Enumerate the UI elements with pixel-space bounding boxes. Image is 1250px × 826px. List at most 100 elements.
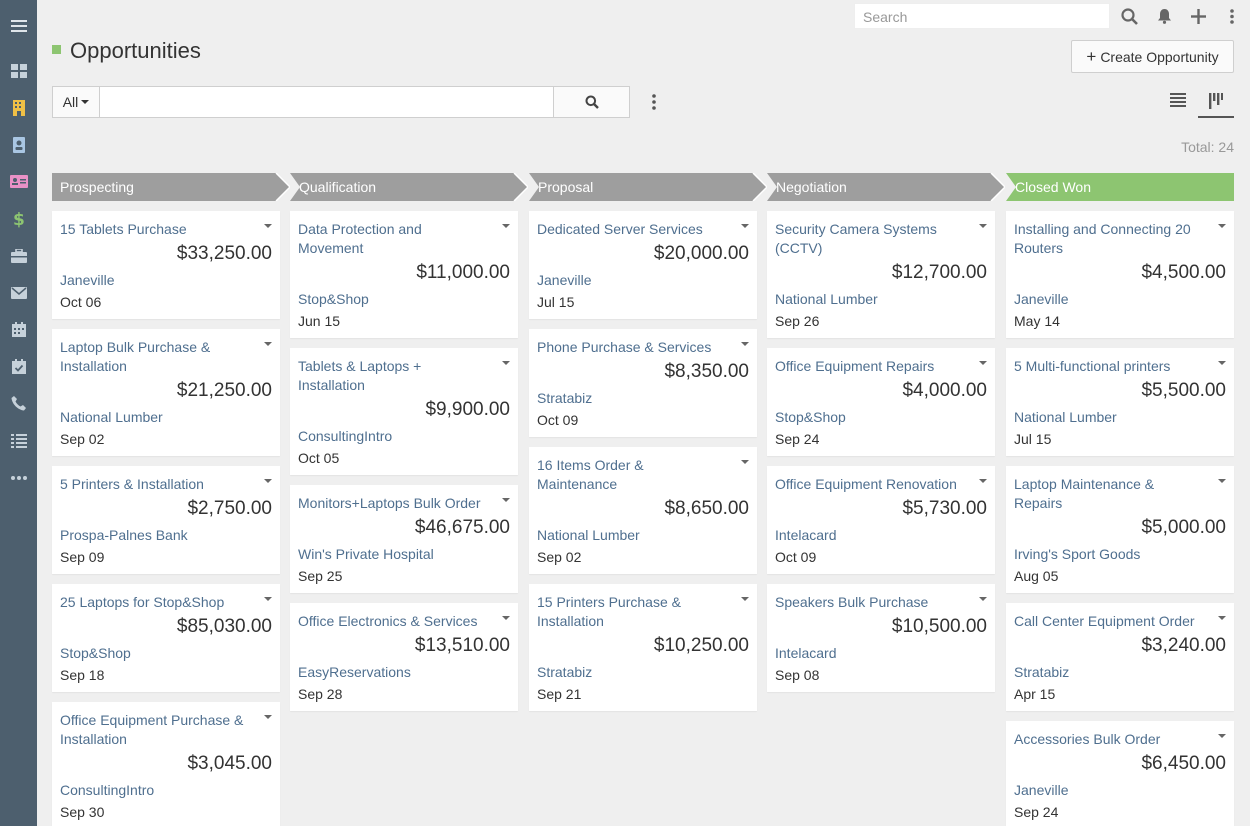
opportunity-name-link[interactable]: Office Equipment Repairs xyxy=(775,358,935,374)
opportunity-card[interactable]: Office Equipment Renovation $5,730.00 Inte… xyxy=(767,466,995,574)
opportunity-name-link[interactable]: Office Electronics & Services xyxy=(298,613,478,629)
opportunity-name-link[interactable]: Accessories Bulk Order xyxy=(1014,731,1161,747)
opportunity-name-link[interactable]: Security Camera Systems (CCTV) xyxy=(775,221,937,256)
opportunity-name-link[interactable]: 25 Laptops for Stop&Shop xyxy=(60,594,225,610)
card-menu-chevron-down-icon[interactable] xyxy=(1218,224,1226,228)
card-menu-chevron-down-icon[interactable] xyxy=(979,224,987,228)
account-link[interactable]: EasyReservations xyxy=(298,664,411,680)
opportunity-name-link[interactable]: Installing and Connecting 20 Routers xyxy=(1014,221,1191,256)
global-search-input[interactable]: Search xyxy=(854,3,1110,29)
opportunity-card[interactable]: Phone Purchase & Services $8,350.00 Strata… xyxy=(529,329,757,437)
opportunity-card[interactable]: Installing and Connecting 20 Routers $4,5… xyxy=(1006,211,1234,338)
opportunity-card[interactable]: Tablets & Laptops + Installation $9,900.0… xyxy=(290,348,518,475)
opportunity-card[interactable]: Accessories Bulk Order $6,450.00 Janeville… xyxy=(1006,721,1234,826)
opportunity-name-link[interactable]: 5 Multi-functional printers xyxy=(1014,358,1171,374)
account-link[interactable]: Janeville xyxy=(537,272,592,288)
account-link[interactable]: Stratabiz xyxy=(1014,664,1070,680)
opportunity-card[interactable]: Security Camera Systems (CCTV) $12,700.00… xyxy=(767,211,995,338)
card-menu-chevron-down-icon[interactable] xyxy=(264,479,272,483)
card-menu-chevron-down-icon[interactable] xyxy=(1218,616,1226,620)
kanban-view-icon[interactable] xyxy=(1198,86,1234,118)
card-menu-chevron-down-icon[interactable] xyxy=(741,597,749,601)
contacts-icon[interactable] xyxy=(0,126,37,163)
opportunity-card[interactable]: Office Equipment Purchase & Installation… xyxy=(52,702,280,826)
card-menu-chevron-down-icon[interactable] xyxy=(741,460,749,464)
opportunity-name-link[interactable]: Tablets & Laptops + Installation xyxy=(298,358,422,393)
card-menu-chevron-down-icon[interactable] xyxy=(979,361,987,365)
opportunity-name-link[interactable]: Call Center Equipment Order xyxy=(1014,613,1195,629)
filter-text-input[interactable] xyxy=(100,86,554,118)
account-link[interactable]: Irving's Sport Goods xyxy=(1014,546,1141,562)
opportunity-name-link[interactable]: Data Protection and Movement xyxy=(298,221,422,256)
card-menu-chevron-down-icon[interactable] xyxy=(502,498,510,502)
card-menu-chevron-down-icon[interactable] xyxy=(264,597,272,601)
opportunity-name-link[interactable]: Office Equipment Renovation xyxy=(775,476,957,492)
card-menu-chevron-down-icon[interactable] xyxy=(502,616,510,620)
notifications-bell-icon[interactable] xyxy=(1153,5,1175,27)
quick-create-plus-icon[interactable] xyxy=(1187,5,1209,27)
opportunity-card[interactable]: 5 Multi-functional printers $5,500.00 Nati… xyxy=(1006,348,1234,456)
account-link[interactable]: Intelacard xyxy=(775,527,837,543)
account-link[interactable]: Intelacard xyxy=(775,645,837,661)
opportunity-name-link[interactable]: 15 Tablets Purchase xyxy=(60,221,187,237)
search-icon[interactable] xyxy=(1118,5,1140,27)
account-link[interactable]: Janeville xyxy=(1014,291,1069,307)
opportunity-card[interactable]: Office Equipment Repairs $4,000.00 Stop&Sh… xyxy=(767,348,995,456)
accounts-icon[interactable] xyxy=(0,89,37,126)
account-link[interactable]: Stop&Shop xyxy=(298,291,369,307)
card-menu-chevron-down-icon[interactable] xyxy=(741,342,749,346)
account-link[interactable]: ConsultingIntro xyxy=(298,428,393,444)
opportunity-card[interactable]: Monitors+Laptops Bulk Order $46,675.00 Win… xyxy=(290,485,518,593)
leads-icon[interactable] xyxy=(0,163,37,200)
opportunity-card[interactable]: 5 Printers & Installation $2,750.00 Prospa… xyxy=(52,466,280,574)
opportunity-name-link[interactable]: 16 Items Order & Maintenance xyxy=(537,457,644,492)
card-menu-chevron-down-icon[interactable] xyxy=(264,715,272,719)
account-link[interactable]: National Lumber xyxy=(1014,409,1117,425)
account-link[interactable]: Janeville xyxy=(60,272,115,288)
card-menu-chevron-down-icon[interactable] xyxy=(264,342,272,346)
card-menu-chevron-down-icon[interactable] xyxy=(1218,734,1226,738)
opportunity-card[interactable]: 16 Items Order & Maintenance $8,650.00 Nat… xyxy=(529,447,757,574)
menu-icon[interactable] xyxy=(0,0,37,52)
opportunity-card[interactable]: Laptop Maintenance & Repairs $5,000.00 Irv… xyxy=(1006,466,1234,593)
tasks-icon[interactable] xyxy=(0,348,37,385)
filter-scope-dropdown[interactable]: All xyxy=(52,86,100,118)
opportunity-card[interactable]: Speakers Bulk Purchase $10,500.00 Intelaca… xyxy=(767,584,995,692)
calls-icon[interactable] xyxy=(0,385,37,422)
account-link[interactable]: Stratabiz xyxy=(537,390,593,406)
opportunity-name-link[interactable]: 15 Printers Purchase & Installation xyxy=(537,594,681,629)
opportunity-name-link[interactable]: Monitors+Laptops Bulk Order xyxy=(298,495,481,511)
card-menu-chevron-down-icon[interactable] xyxy=(979,597,987,601)
opportunity-card[interactable]: Data Protection and Movement $11,000.00 St… xyxy=(290,211,518,338)
account-link[interactable]: National Lumber xyxy=(775,291,878,307)
opportunity-card[interactable]: 25 Laptops for Stop&Shop $85,030.00 Stop&S… xyxy=(52,584,280,692)
opportunity-card[interactable]: Office Electronics & Services $13,510.00 E… xyxy=(290,603,518,711)
account-link[interactable]: National Lumber xyxy=(537,527,640,543)
cases-icon[interactable] xyxy=(0,237,37,274)
opportunity-name-link[interactable]: Speakers Bulk Purchase xyxy=(775,594,929,610)
opportunity-name-link[interactable]: 5 Printers & Installation xyxy=(60,476,204,492)
opportunity-card[interactable]: Call Center Equipment Order $3,240.00 Stra… xyxy=(1006,603,1234,711)
dashboard-icon[interactable] xyxy=(0,52,37,89)
card-menu-chevron-down-icon[interactable] xyxy=(502,224,510,228)
account-link[interactable]: Prospa-Palnes Bank xyxy=(60,527,188,543)
opportunity-name-link[interactable]: Phone Purchase & Services xyxy=(537,339,712,355)
opportunity-name-link[interactable]: Dedicated Server Services xyxy=(537,221,703,237)
opportunity-card[interactable]: 15 Printers Purchase & Installation $10,2… xyxy=(529,584,757,711)
filter-actions-kebab-icon[interactable] xyxy=(647,94,661,113)
opportunity-name-link[interactable]: Laptop Maintenance & Repairs xyxy=(1014,476,1155,511)
card-menu-chevron-down-icon[interactable] xyxy=(264,224,272,228)
opportunity-name-link[interactable]: Laptop Bulk Purchase & Installation xyxy=(60,339,211,374)
card-menu-chevron-down-icon[interactable] xyxy=(502,361,510,365)
account-link[interactable]: Win's Private Hospital xyxy=(298,546,434,562)
opportunities-icon[interactable]: $ xyxy=(0,200,37,237)
account-link[interactable]: Stratabiz xyxy=(537,664,593,680)
account-link[interactable]: Janeville xyxy=(1014,782,1069,798)
card-menu-chevron-down-icon[interactable] xyxy=(1218,479,1226,483)
card-menu-chevron-down-icon[interactable] xyxy=(741,224,749,228)
card-menu-chevron-down-icon[interactable] xyxy=(979,479,987,483)
filter-search-button[interactable] xyxy=(554,86,630,118)
calendar-icon[interactable] xyxy=(0,311,37,348)
account-link[interactable]: Stop&Shop xyxy=(60,645,131,661)
account-link[interactable]: ConsultingIntro xyxy=(60,782,155,798)
